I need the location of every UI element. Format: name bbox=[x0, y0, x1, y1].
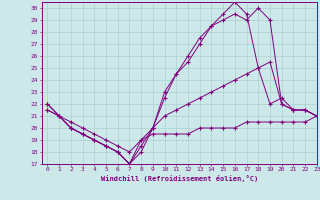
X-axis label: Windchill (Refroidissement éolien,°C): Windchill (Refroidissement éolien,°C) bbox=[100, 175, 258, 182]
